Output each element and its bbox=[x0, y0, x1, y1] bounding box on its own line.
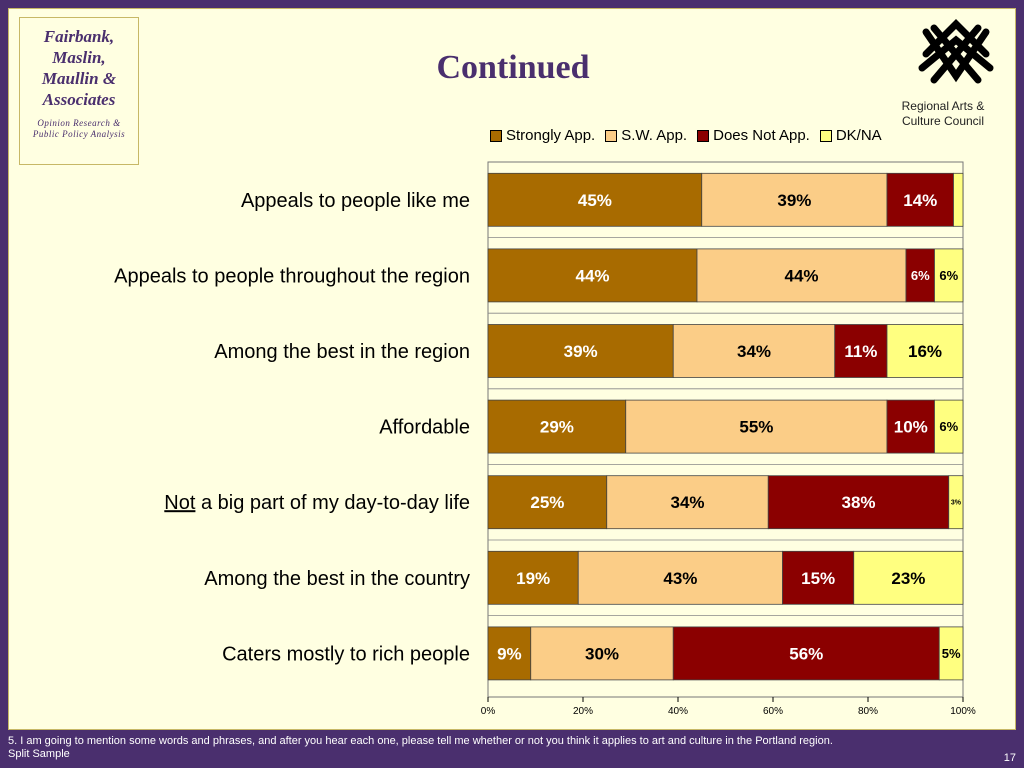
bar-segment bbox=[938, 626, 964, 681]
bar-segment bbox=[487, 324, 674, 378]
bar-segment bbox=[886, 399, 935, 454]
data-label: 39% bbox=[777, 191, 811, 210]
data-label: 55% bbox=[739, 418, 773, 437]
bar-segment bbox=[701, 172, 888, 227]
bar-segment bbox=[577, 550, 783, 605]
data-label: 16% bbox=[908, 342, 942, 361]
x-tick-label: 20% bbox=[573, 706, 593, 717]
page-title: Continued bbox=[436, 49, 590, 86]
legend-swatch-sw bbox=[605, 129, 618, 142]
firm-logo-box: Fairbank, Maslin, Maullin & Associates O… bbox=[19, 17, 139, 165]
data-label: 23% bbox=[891, 569, 925, 588]
page-number: 17 bbox=[1003, 752, 1016, 764]
data-label: 30% bbox=[585, 644, 619, 663]
category-label: Appeals to people like me bbox=[241, 190, 470, 212]
bar-segment bbox=[530, 626, 674, 681]
legend-item-sw: S.W. App. bbox=[605, 127, 687, 144]
x-tick-label: 60% bbox=[763, 706, 783, 717]
data-label: 34% bbox=[737, 342, 771, 361]
racc-logo-icon bbox=[918, 19, 994, 84]
data-label: 9% bbox=[497, 644, 522, 663]
category-label: Appeals to people throughout the region bbox=[114, 265, 470, 287]
category-label: Among the best in the region bbox=[214, 341, 470, 363]
bar-segment bbox=[672, 626, 940, 681]
bar-segment bbox=[487, 475, 608, 530]
data-label: 43% bbox=[663, 569, 697, 588]
bar-segment bbox=[487, 248, 698, 303]
data-label: 6% bbox=[939, 419, 958, 434]
bar-segment bbox=[853, 550, 964, 605]
data-label: 10% bbox=[894, 418, 928, 437]
category-label: Among the best in the country bbox=[204, 568, 470, 590]
data-label: 19% bbox=[516, 569, 550, 588]
data-label: 11% bbox=[844, 342, 877, 361]
data-label: 15% bbox=[801, 569, 835, 588]
legend-item-strongly: Strongly App. bbox=[490, 127, 595, 144]
bar-segment bbox=[905, 248, 935, 303]
bar-segment bbox=[672, 324, 836, 378]
firm-tagline: Opinion Research & Public Policy Analysi… bbox=[32, 118, 126, 139]
category-label: Affordable bbox=[379, 417, 470, 439]
data-label: 38% bbox=[841, 493, 875, 512]
data-label: 34% bbox=[670, 493, 704, 512]
data-label: 45% bbox=[578, 191, 612, 210]
data-label: 29% bbox=[540, 418, 574, 437]
data-label: 56% bbox=[789, 644, 823, 663]
bar-segment bbox=[487, 399, 627, 454]
x-tick-label: 80% bbox=[858, 706, 878, 717]
bar-segment bbox=[934, 248, 964, 303]
x-tick-label: 40% bbox=[668, 706, 688, 717]
data-label: 6% bbox=[939, 268, 958, 283]
data-label: 5% bbox=[942, 646, 961, 661]
legend-item-not: Does Not App. bbox=[697, 127, 810, 144]
x-tick-label: 100% bbox=[950, 706, 976, 717]
category-label: Caters mostly to rich people bbox=[222, 643, 470, 665]
bar-segment bbox=[934, 399, 964, 454]
chart-legend: Strongly App. S.W. App. Does Not App. DK… bbox=[490, 127, 882, 144]
legend-item-dk: DK/NA bbox=[819, 127, 882, 144]
racc-logo-text: Regional Arts & Culture Council bbox=[901, 99, 985, 128]
bar-segment bbox=[696, 248, 907, 303]
category-label-emphasis: Not bbox=[164, 492, 196, 514]
bar-segment bbox=[487, 172, 703, 227]
bar-segment bbox=[886, 324, 964, 378]
data-label: 44% bbox=[575, 266, 609, 285]
bar-segment bbox=[953, 172, 964, 227]
footer: 5. I am going to mention some words and … bbox=[8, 735, 1008, 761]
bar-segment bbox=[767, 475, 950, 530]
data-label: 44% bbox=[784, 266, 818, 285]
data-label: 39% bbox=[564, 342, 598, 361]
data-label: 3% bbox=[951, 500, 962, 507]
data-label: 6% bbox=[911, 268, 930, 283]
category-label: Not a big part of my day-to-day life bbox=[164, 492, 470, 514]
footer-question: 5. I am going to mention some words and … bbox=[8, 735, 833, 747]
data-label: 25% bbox=[530, 493, 564, 512]
stacked-bar-chart: 0% 20% 40% 60% 80% 100% Appeals to people like… bbox=[114, 161, 976, 717]
bar-segment bbox=[834, 324, 888, 378]
legend-swatch-strongly bbox=[490, 129, 502, 142]
firm-name: Fairbank, Maslin, Maullin & Associates bbox=[41, 27, 117, 109]
category-label-rest: a big part of my day-to-day life bbox=[195, 492, 470, 514]
data-label: 14% bbox=[903, 191, 937, 210]
x-tick-label: 0% bbox=[481, 706, 496, 717]
legend-swatch-dk bbox=[819, 129, 832, 142]
legend-swatch-not bbox=[697, 129, 710, 142]
bar-segment bbox=[948, 475, 964, 530]
bar-segment bbox=[886, 172, 954, 227]
footer-note: Split Sample bbox=[8, 748, 70, 760]
